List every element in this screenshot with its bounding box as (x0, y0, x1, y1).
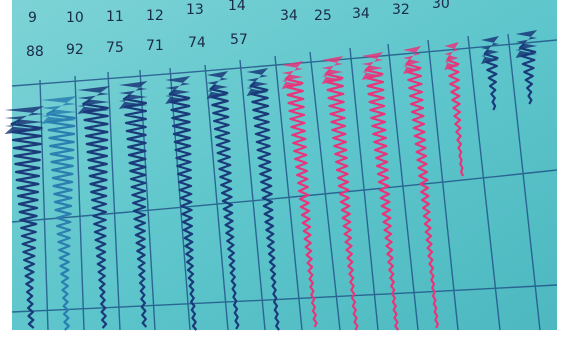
trace-burst-10 (361, 52, 384, 80)
top-number: 11 (106, 9, 124, 25)
trace-burst-7 (246, 68, 269, 96)
bottom-number: 88 (26, 44, 44, 60)
top-number: 10 (66, 10, 84, 26)
trace-burst-2 (41, 96, 77, 124)
top-number: 34 (280, 8, 298, 24)
seismic-trace-5 (168, 89, 198, 331)
top-number: 30 (432, 0, 450, 12)
top-number: 34 (352, 6, 370, 22)
seismic-trace-8 (284, 74, 318, 328)
trace-burst-9 (321, 56, 344, 84)
seismic-trace-1 (10, 119, 43, 329)
bottom-number-row: 88 92 75 71 74 57 (26, 32, 248, 60)
trace-burst-11 (403, 46, 421, 74)
seismic-trace-7 (249, 81, 280, 331)
chart-paper (12, 0, 557, 330)
bottom-number: 71 (146, 38, 164, 54)
seismic-trace-11 (405, 59, 439, 329)
trace-burst-4 (118, 81, 148, 109)
seismic-trace-4 (122, 94, 148, 328)
top-number-row: 9 10 11 12 13 14 34 25 34 32 30 (28, 0, 450, 26)
bottom-number: 57 (230, 32, 248, 48)
seismic-trace-12 (446, 55, 465, 177)
top-number: 13 (186, 2, 204, 18)
trace-burst-8 (281, 61, 304, 89)
bottom-number: 74 (188, 35, 206, 51)
top-number: 9 (28, 10, 37, 26)
trace-burst-13 (481, 36, 499, 64)
trace-burst-5 (165, 76, 191, 104)
top-number: 25 (314, 8, 332, 24)
trace-burst-1 (4, 106, 45, 134)
seismic-trace-2 (46, 109, 76, 331)
grid-lines (11, 33, 558, 331)
top-number: 14 (228, 0, 246, 14)
trace-burst-14 (515, 30, 538, 58)
bottom-number: 75 (106, 40, 124, 56)
bottom-number: 92 (66, 42, 84, 58)
seismic-traces (4, 30, 538, 331)
trace-burst-3 (77, 86, 110, 114)
top-number: 32 (392, 2, 410, 18)
seismic-trace-9 (324, 69, 359, 331)
seismic-trace-10 (364, 65, 400, 331)
trace-burst-6 (206, 71, 229, 99)
seismic-trace-3 (82, 99, 109, 329)
seismic-trace-6 (209, 84, 240, 330)
trace-burst-12 (444, 42, 459, 70)
top-number: 12 (146, 8, 164, 24)
